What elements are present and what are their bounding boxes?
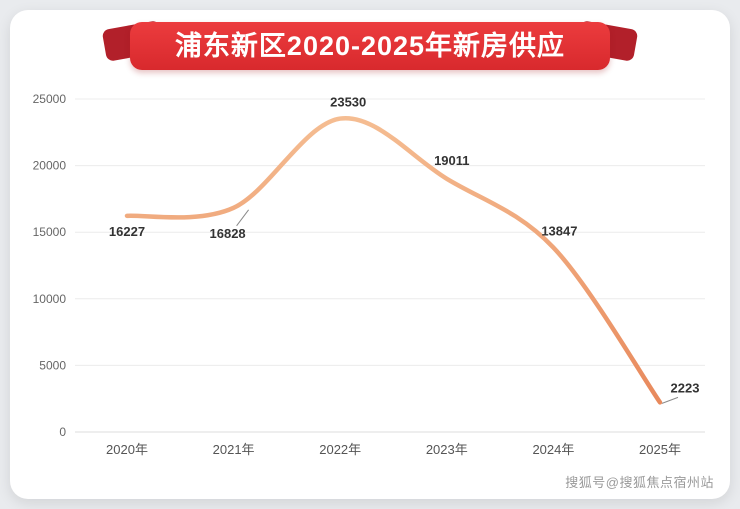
watermark: 搜狐号@搜狐焦点宿州站 — [565, 475, 714, 490]
x-tick-label: 2022年 — [319, 442, 361, 457]
y-tick-label: 25000 — [33, 92, 67, 106]
x-tick-label: 2020年 — [106, 442, 148, 457]
x-tick-label: 2023年 — [426, 442, 468, 457]
series-line — [124, 116, 663, 405]
x-tick-label: 2025年 — [639, 442, 681, 457]
y-tick-label: 5000 — [39, 358, 66, 372]
data-label: 16828 — [210, 226, 246, 241]
y-tick-label: 10000 — [33, 292, 67, 306]
chart-card: 浦东新区2020-2025年新房供应 0 5000 10000 15000 20000 2… — [10, 10, 730, 499]
y-tick-label: 20000 — [33, 159, 67, 173]
x-tick-label: 2024年 — [532, 442, 574, 457]
x-tick-label: 2021年 — [213, 442, 255, 457]
data-label: 13847 — [541, 224, 577, 239]
y-tick-label: 0 — [59, 425, 66, 439]
line-chart: 0 5000 10000 15000 20000 25000 2020年 2021年 2022年… — [33, 92, 705, 457]
chart-title: 浦东新区2020-2025年新房供应 — [130, 22, 610, 70]
data-label: 2223 — [671, 380, 700, 395]
data-label: 23530 — [330, 95, 366, 110]
leader-line — [236, 209, 250, 227]
leader-line — [661, 396, 679, 404]
data-label: 16227 — [109, 224, 145, 239]
title-ribbon: 浦东新区2020-2025年新房供应 — [10, 20, 730, 86]
y-tick-label: 15000 — [33, 225, 67, 239]
data-label: 19011 — [434, 153, 469, 168]
